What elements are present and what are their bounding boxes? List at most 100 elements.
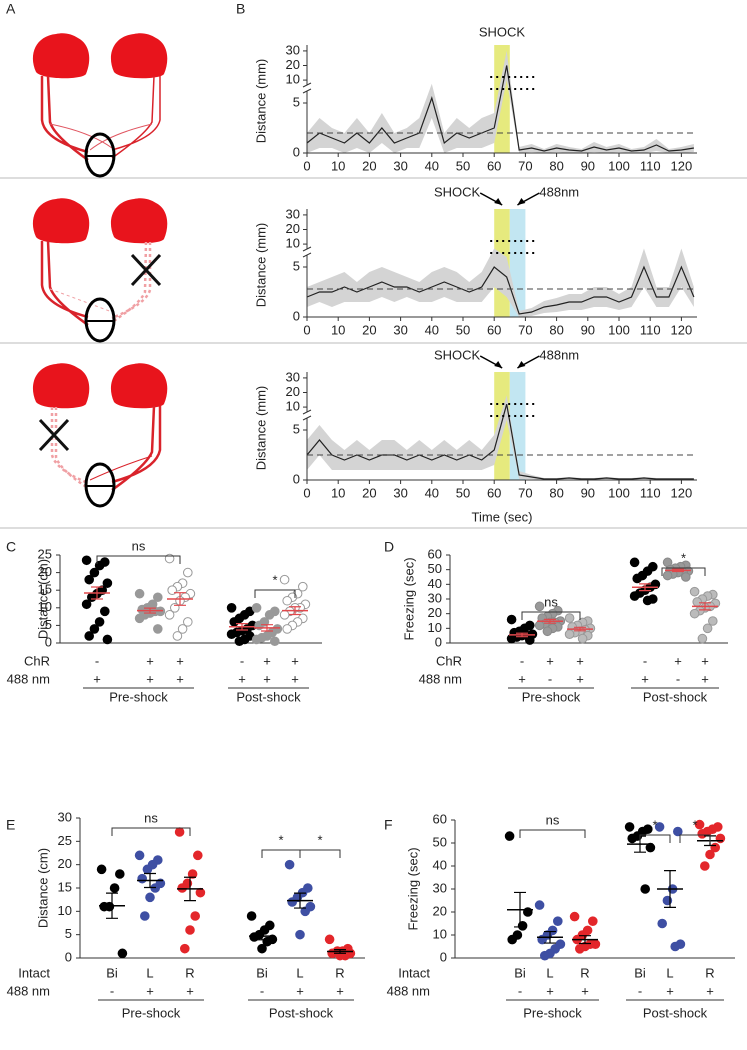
data-point [100, 606, 110, 617]
schematic-left-lesion [32, 363, 168, 508]
data-point [153, 592, 163, 603]
row-value: R [335, 965, 344, 980]
data-point [295, 929, 305, 940]
data-point [534, 900, 545, 910]
schematic-right-lesion [32, 198, 168, 343]
data-point [109, 883, 120, 893]
group-label: Post-shock [643, 689, 708, 704]
y-tick-label: 0 [293, 471, 300, 486]
y-tick-label: 10 [38, 599, 52, 614]
significance-bracket [519, 829, 586, 838]
data-point [689, 586, 700, 597]
significance-label: * [317, 832, 322, 847]
schematic-intact [32, 33, 168, 178]
arrow-head [517, 198, 526, 205]
data-point [705, 849, 715, 860]
significance-label: ns [132, 538, 146, 553]
y-tick-label: 30 [286, 42, 300, 57]
row-value: + [546, 983, 554, 998]
significance-label: * [652, 817, 657, 832]
row-value: - [110, 983, 114, 998]
x-tick-label: 0 [303, 158, 310, 173]
trace-line [306, 265, 695, 315]
y-tick-label: 5 [293, 258, 300, 273]
row-label: 488 nm [387, 983, 430, 998]
row-value: + [576, 653, 584, 668]
row-value: + [186, 983, 194, 998]
data-point [251, 634, 262, 645]
data-point [697, 829, 708, 839]
row-value: + [701, 671, 709, 686]
row-value: L [296, 965, 303, 980]
data-point [102, 634, 113, 645]
row-value: + [576, 671, 584, 686]
significance-bracket [679, 834, 711, 843]
significance-bracket [111, 827, 191, 836]
row-value: L [546, 965, 553, 980]
significance-label: ns [546, 812, 560, 827]
y-tick-label: 0 [45, 634, 52, 649]
data-point [662, 570, 673, 581]
panel-label: A [6, 1, 16, 17]
region-label: SHOCK [434, 184, 481, 199]
row-value: + [701, 653, 709, 668]
data-point [81, 555, 92, 566]
data-point [279, 574, 290, 585]
row-value: + [263, 671, 271, 686]
data-point [324, 934, 335, 945]
data-point [670, 941, 681, 952]
y-tick-label: 10 [286, 72, 300, 87]
y-tick-label: 25 [38, 546, 52, 561]
data-point [673, 826, 683, 837]
x-tick-label: 0 [303, 322, 310, 337]
data-point [569, 911, 580, 922]
y-tick-label: 10 [286, 399, 300, 414]
row-value: + [666, 983, 674, 998]
x-tick-label: 20 [362, 485, 376, 500]
y-tick-label: 40 [428, 576, 442, 591]
y-tick-label: 0 [293, 308, 300, 323]
x-tick-label: 10 [331, 158, 345, 173]
x-tick-label: 80 [549, 485, 563, 500]
data-point [134, 588, 145, 599]
data-point [681, 572, 691, 582]
data-point [525, 635, 535, 645]
y-tick-label: 30 [428, 590, 442, 605]
x-tick-label: 40 [425, 322, 439, 337]
data-point [94, 617, 105, 627]
y-tick-label: 0 [65, 949, 72, 964]
data-point [629, 591, 640, 601]
row-value: + [146, 653, 154, 668]
y-tick-label: 30 [286, 369, 300, 384]
y-tick-label: 10 [433, 926, 447, 941]
data-point [177, 624, 188, 634]
row-value: + [238, 671, 246, 686]
data-point [694, 819, 705, 830]
data-point [96, 864, 107, 875]
group-label: Pre-shock [523, 1005, 582, 1020]
y-tick-label: 20 [286, 221, 300, 236]
data-point [575, 944, 585, 954]
data-point [506, 614, 517, 625]
row-label: Intact [398, 965, 430, 980]
data-point [645, 842, 656, 853]
significance-bracket [639, 834, 671, 843]
group-label: Post-shock [269, 1005, 334, 1020]
y-tick-label: 20 [286, 57, 300, 72]
data-point [183, 617, 193, 627]
data-point [164, 610, 175, 620]
data-point [507, 934, 518, 945]
y-axis-label: Freezing (sec) [405, 847, 420, 930]
data-point [697, 633, 708, 644]
x-tick-label: 80 [549, 322, 563, 337]
y-axis-label: Freezing (sec) [401, 557, 416, 640]
group-label: Post-shock [236, 689, 301, 704]
y-tick-label: 10 [428, 620, 442, 635]
data-point [234, 636, 245, 647]
row-label: ChR [24, 653, 50, 668]
data-point [689, 608, 700, 619]
x-tick-label: 10 [331, 322, 345, 337]
row-value: R [705, 965, 714, 980]
y-axis-label: Distance (mm) [253, 59, 268, 144]
